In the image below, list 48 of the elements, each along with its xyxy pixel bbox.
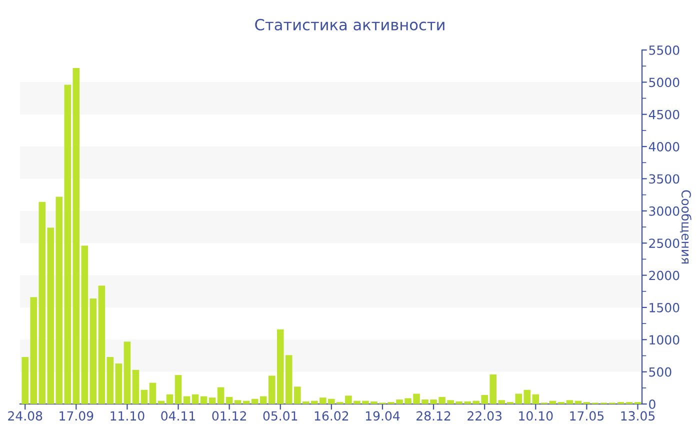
x-tick-label: 13.05 bbox=[621, 411, 655, 421]
bar bbox=[208, 398, 216, 404]
bar bbox=[566, 400, 574, 404]
y-tick-label: 5000 bbox=[649, 78, 680, 88]
bar bbox=[166, 394, 174, 404]
x-tick-label: 22.03 bbox=[468, 411, 502, 421]
bar bbox=[81, 246, 88, 404]
x-tick-label: 16.02 bbox=[314, 411, 348, 421]
y-tick-label: 5500 bbox=[649, 45, 680, 55]
bar bbox=[149, 382, 156, 404]
y-tick-label: 1500 bbox=[650, 302, 680, 312]
x-tick-label: 10.10 bbox=[519, 411, 553, 421]
x-tick-label: 17.09 bbox=[60, 411, 94, 421]
chart-title: Статистика активности bbox=[255, 18, 444, 30]
y-tick-label: 3000 bbox=[649, 206, 680, 216]
x-tick-label: 17.05 bbox=[570, 411, 604, 421]
bar bbox=[251, 398, 258, 404]
x-tick-label: 05.01 bbox=[263, 411, 298, 421]
bar bbox=[183, 396, 190, 404]
bar bbox=[200, 396, 208, 404]
y-tick-label: 4000 bbox=[648, 142, 680, 152]
y-tick-label: 2000 bbox=[649, 270, 680, 280]
bar bbox=[90, 298, 97, 404]
x-tick-label: 24.08 bbox=[8, 411, 42, 421]
bar bbox=[174, 375, 182, 404]
bar bbox=[192, 394, 199, 404]
y-tick-label: 2500 bbox=[649, 238, 680, 248]
bar bbox=[132, 370, 140, 404]
y-tick-label: 1000 bbox=[650, 335, 680, 345]
x-tick-label: 19.04 bbox=[366, 411, 400, 421]
bar bbox=[72, 68, 80, 404]
y-tick-label: 500 bbox=[649, 367, 672, 377]
y-axis-title: Сообщения bbox=[680, 190, 692, 264]
x-tick-label: 28.12 bbox=[416, 411, 450, 421]
bar bbox=[106, 357, 114, 404]
x-tick-label: 11.10 bbox=[110, 411, 144, 421]
y-tick-label: 3500 bbox=[649, 174, 680, 184]
x-tick-label: 04.11 bbox=[161, 411, 196, 421]
bar bbox=[124, 342, 131, 404]
bar bbox=[140, 390, 148, 404]
bar bbox=[98, 286, 106, 404]
y-tick-label: 0 bbox=[649, 399, 656, 409]
bar bbox=[115, 363, 122, 404]
y-tick-label: 4500 bbox=[648, 110, 680, 120]
x-tick-label: 01.12 bbox=[212, 411, 246, 421]
bar bbox=[217, 387, 224, 404]
bar bbox=[226, 396, 233, 404]
bar bbox=[234, 400, 242, 404]
